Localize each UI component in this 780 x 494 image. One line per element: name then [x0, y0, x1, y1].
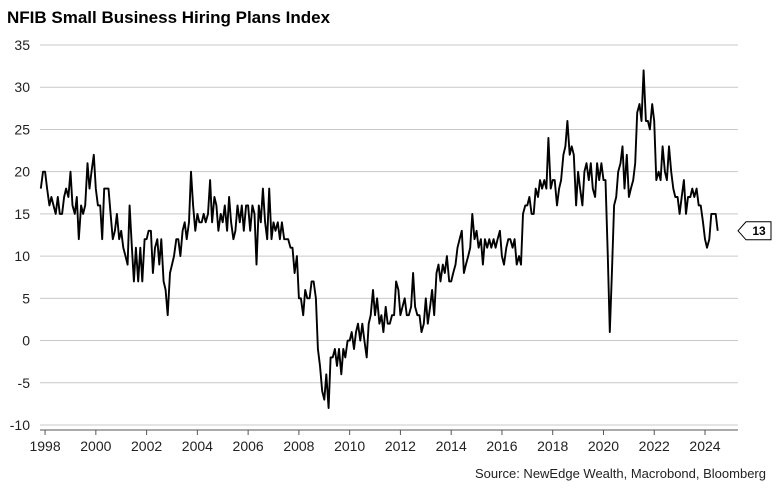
x-tick-label: 2022	[639, 438, 670, 454]
last-value-badge	[737, 221, 772, 241]
x-tick-label: 2016	[486, 438, 517, 454]
x-tick-label: 2002	[131, 438, 162, 454]
y-tick-label: 30	[14, 79, 30, 95]
y-tick-label: 10	[14, 248, 30, 264]
x-tick-label: 2014	[436, 438, 467, 454]
y-tick-label: 15	[14, 206, 30, 222]
chart-title: NFIB Small Business Hiring Plans Index	[7, 8, 331, 27]
x-tick-label: 1998	[29, 438, 60, 454]
last-value-marker: 13	[737, 221, 772, 241]
y-tick-label: 20	[14, 164, 30, 180]
x-axis-ticks: 1998 2000 2002 2004 2006 2008 2010 2012 2014 2016…	[29, 430, 721, 454]
x-tick-label: 2006	[233, 438, 264, 454]
x-tick-label: 2000	[80, 438, 111, 454]
x-tick-label: 2008	[283, 438, 314, 454]
y-tick-label: 5	[22, 290, 30, 306]
x-tick-label: 2012	[385, 438, 416, 454]
x-tick-label: 2018	[537, 438, 568, 454]
y-tick-label: 25	[14, 121, 30, 137]
y-tick-label: -10	[10, 417, 30, 433]
last-value-label: 13	[752, 224, 766, 238]
y-tick-label: 35	[14, 37, 30, 53]
hiring-plans-series-line	[39, 69, 719, 410]
gridlines	[40, 44, 738, 426]
y-tick-label: -5	[18, 375, 31, 391]
y-axis-ticks: 35 30 25 20 15 10 5 0 -5 -10	[10, 37, 30, 433]
source-note: Source: NewEdge Wealth, Macrobond, Bloom…	[475, 466, 766, 481]
x-tick-label: 2024	[689, 438, 720, 454]
x-tick-label: 2020	[588, 438, 619, 454]
x-tick-label: 2010	[334, 438, 365, 454]
x-tick-label: 2004	[182, 438, 213, 454]
y-tick-label: 0	[22, 333, 30, 349]
